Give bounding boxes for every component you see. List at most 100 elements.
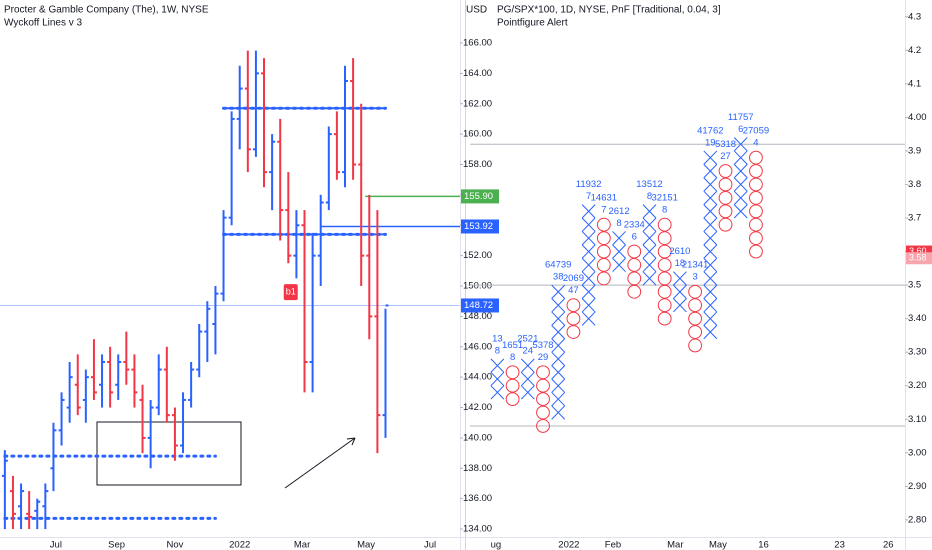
y-tick-label: 162.00 [463, 98, 492, 109]
x-tick-label: Sep [108, 540, 125, 550]
x-box [733, 190, 748, 205]
ohlc-bar [180, 392, 187, 454]
o-box [688, 298, 703, 313]
o-box [536, 365, 550, 380]
price-label: 148.72 [464, 300, 493, 311]
ohlc-bar [285, 172, 292, 264]
o-box [536, 392, 550, 407]
o-box [596, 244, 611, 259]
x-box [642, 231, 657, 246]
column-label: 27059 [743, 125, 769, 136]
ohlc-bar [115, 354, 122, 400]
y-tick-label: 166.00 [463, 38, 492, 49]
x-box [551, 351, 566, 366]
ohlc-bar [309, 232, 316, 393]
x-tick-label: May [709, 540, 727, 550]
ohlc-bar [204, 301, 211, 362]
column-label: 14631 [591, 193, 617, 204]
x-box [551, 311, 566, 326]
ohlc-bar [301, 210, 308, 393]
x-box [612, 231, 626, 246]
pnf-column [520, 358, 535, 400]
y-tick-label: 164.00 [463, 68, 492, 79]
right-title: PG/SPX*100, 1D, NYSE, PnF [Traditional, … [497, 5, 721, 16]
ohlc-bar [212, 286, 219, 355]
ohlc-bar [123, 331, 130, 385]
o-box [749, 204, 763, 219]
o-box [596, 271, 611, 286]
y-tick-label: 142.00 [463, 402, 492, 413]
y-tick-label: 134.00 [463, 524, 492, 535]
o-box [718, 177, 733, 192]
o-box [657, 258, 672, 272]
x-box [490, 371, 505, 387]
column-label: 21341 [682, 260, 708, 271]
pnf-column [688, 284, 703, 353]
column-label: 11932 [576, 179, 602, 190]
x-box [551, 338, 566, 353]
ohlc-bar [358, 103, 365, 287]
x-box [581, 311, 596, 326]
x-box [673, 271, 687, 286]
y-tick-label: 158.00 [463, 159, 492, 170]
o-box [749, 164, 763, 178]
o-box [657, 231, 672, 246]
column-label: 2069 [563, 273, 584, 284]
x-box [520, 371, 535, 387]
ohlc-bar [228, 111, 235, 226]
signal-label: b1 [286, 286, 296, 296]
o-box [505, 392, 520, 407]
signal-box [283, 284, 298, 301]
column-label: 13512 [636, 179, 662, 190]
y-tick-label: 140.00 [463, 432, 492, 443]
y-tick-label: 4.2 [908, 45, 921, 56]
x-box [642, 217, 657, 232]
pnf-column [718, 164, 733, 232]
o-box [749, 231, 763, 246]
y-tick-label: 2.90 [908, 481, 927, 492]
o-box [627, 244, 642, 259]
y-tick-label: 138.00 [463, 463, 492, 474]
y-tick-label: 3.5 [908, 280, 921, 291]
left-title: Procter & Gamble Company (The), 1W, NYSE [4, 5, 209, 16]
ohlc-bar [374, 210, 381, 454]
column-label: 8 [616, 218, 621, 229]
x-box [673, 284, 687, 299]
x-box [581, 231, 596, 246]
o-box [749, 177, 763, 192]
column-label: 7 [601, 205, 606, 216]
ohlc-bar [50, 422, 57, 492]
o-box [657, 271, 672, 286]
ohlc-bar [66, 361, 73, 423]
ohlc-bar [317, 194, 324, 287]
price-label: 155.90 [464, 191, 493, 202]
x-box [520, 358, 535, 373]
ohlc-bar [9, 475, 16, 530]
column-label: 1651 [502, 340, 523, 351]
ohlc-bar [188, 361, 195, 408]
x-box [703, 244, 718, 259]
price-label: 3.58 [909, 253, 927, 263]
ohlc-bar [236, 65, 243, 150]
y-tick-label: 3.40 [908, 313, 927, 324]
column-label: 6 [738, 124, 743, 135]
ohlc-bar [366, 194, 373, 340]
ohlc-bar [42, 483, 49, 530]
x-box [733, 164, 748, 179]
x-tick-label: Jul [424, 540, 436, 550]
x-tick-label: Mar [667, 540, 683, 550]
left-subtitle: Wyckoff Lines v 3 [4, 18, 83, 29]
o-box [718, 164, 733, 178]
pnf-column [657, 217, 672, 326]
y-tick-label: 4.3 [908, 11, 921, 22]
ohlc-bar [220, 210, 227, 302]
x-box [581, 244, 596, 259]
price-label: 3.60 [909, 246, 927, 256]
column-label: 64739 [545, 260, 571, 271]
y-tick-label: 144.00 [463, 372, 492, 383]
x-box [490, 385, 505, 400]
o-box [718, 190, 733, 205]
x-tick-label: 16 [758, 540, 769, 550]
pnf-column [490, 358, 505, 400]
